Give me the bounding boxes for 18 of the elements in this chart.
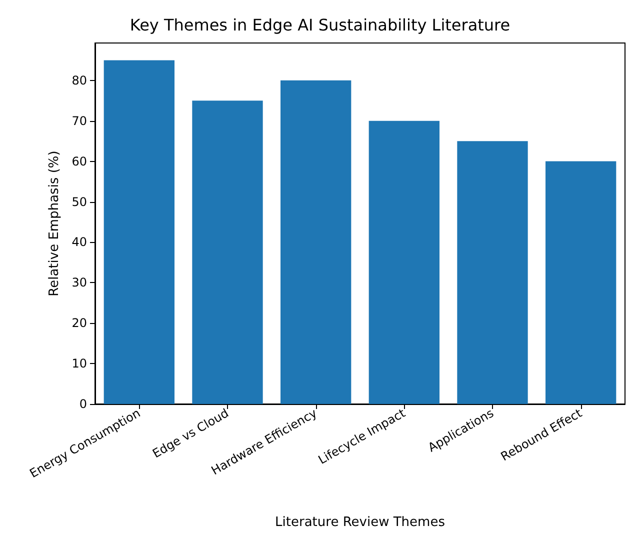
y-tick-label: 50	[72, 194, 87, 209]
bar	[192, 100, 263, 404]
y-tick-label: 40	[72, 235, 87, 250]
y-axis-title: Relative Emphasis (%)	[46, 150, 62, 296]
bar	[368, 120, 440, 404]
y-tick-label: 70	[72, 114, 87, 128]
bar	[457, 141, 528, 404]
y-tick-label: 20	[72, 316, 87, 330]
x-axis-title: Literature Review Themes	[275, 515, 446, 530]
bar	[280, 80, 352, 404]
y-tick-label: 80	[72, 73, 87, 88]
y-tick-label: 10	[72, 356, 87, 371]
bar	[104, 60, 174, 404]
y-tick-label: 0	[79, 397, 87, 411]
bar	[546, 161, 616, 404]
chart-title: Key Themes in Edge AI Sustainability Literature	[130, 16, 510, 34]
y-tick-label: 60	[72, 154, 87, 168]
y-tick-label: 30	[72, 276, 87, 290]
